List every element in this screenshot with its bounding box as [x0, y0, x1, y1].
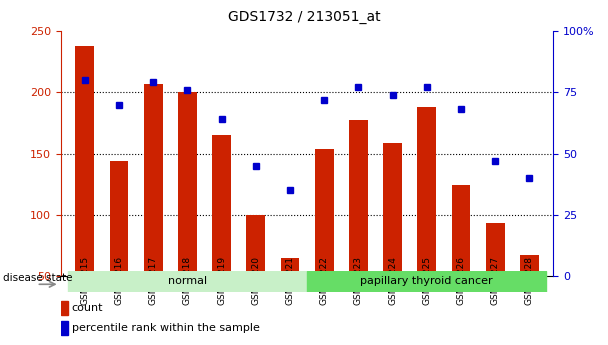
Text: GSM85226: GSM85226: [457, 256, 466, 305]
FancyBboxPatch shape: [307, 271, 547, 292]
Text: normal: normal: [168, 276, 207, 286]
Bar: [315, 149, 334, 276]
Text: GDS1732 / 213051_at: GDS1732 / 213051_at: [227, 10, 381, 24]
Text: GSM85219: GSM85219: [217, 256, 226, 305]
Text: GSM85220: GSM85220: [251, 256, 260, 305]
Bar: [212, 135, 231, 276]
Text: count: count: [72, 303, 103, 313]
Bar: [246, 215, 265, 276]
Bar: [75, 46, 94, 276]
Text: GSM85224: GSM85224: [388, 256, 397, 305]
Text: GSM85228: GSM85228: [525, 256, 534, 305]
Text: GSM85217: GSM85217: [148, 256, 157, 305]
Bar: [349, 120, 368, 276]
Text: GSM85221: GSM85221: [285, 256, 294, 305]
Text: GSM85227: GSM85227: [491, 256, 500, 305]
Bar: [109, 161, 128, 276]
Bar: [486, 223, 505, 276]
Text: GSM85218: GSM85218: [183, 256, 192, 305]
Text: percentile rank within the sample: percentile rank within the sample: [72, 323, 260, 333]
Bar: [280, 258, 299, 276]
Text: GSM85222: GSM85222: [320, 256, 329, 305]
Text: GSM85215: GSM85215: [80, 256, 89, 305]
Bar: [61, 322, 68, 335]
Text: GSM85223: GSM85223: [354, 256, 363, 305]
Bar: [452, 185, 471, 276]
Bar: [383, 142, 402, 276]
Bar: [417, 107, 436, 276]
Text: papillary thyroid cancer: papillary thyroid cancer: [361, 276, 493, 286]
Text: GSM85225: GSM85225: [422, 256, 431, 305]
Text: GSM85216: GSM85216: [114, 256, 123, 305]
Bar: [61, 301, 68, 315]
Bar: [143, 84, 162, 276]
Bar: [178, 92, 197, 276]
FancyBboxPatch shape: [67, 271, 307, 292]
Text: disease state: disease state: [3, 273, 72, 283]
Bar: [520, 255, 539, 276]
